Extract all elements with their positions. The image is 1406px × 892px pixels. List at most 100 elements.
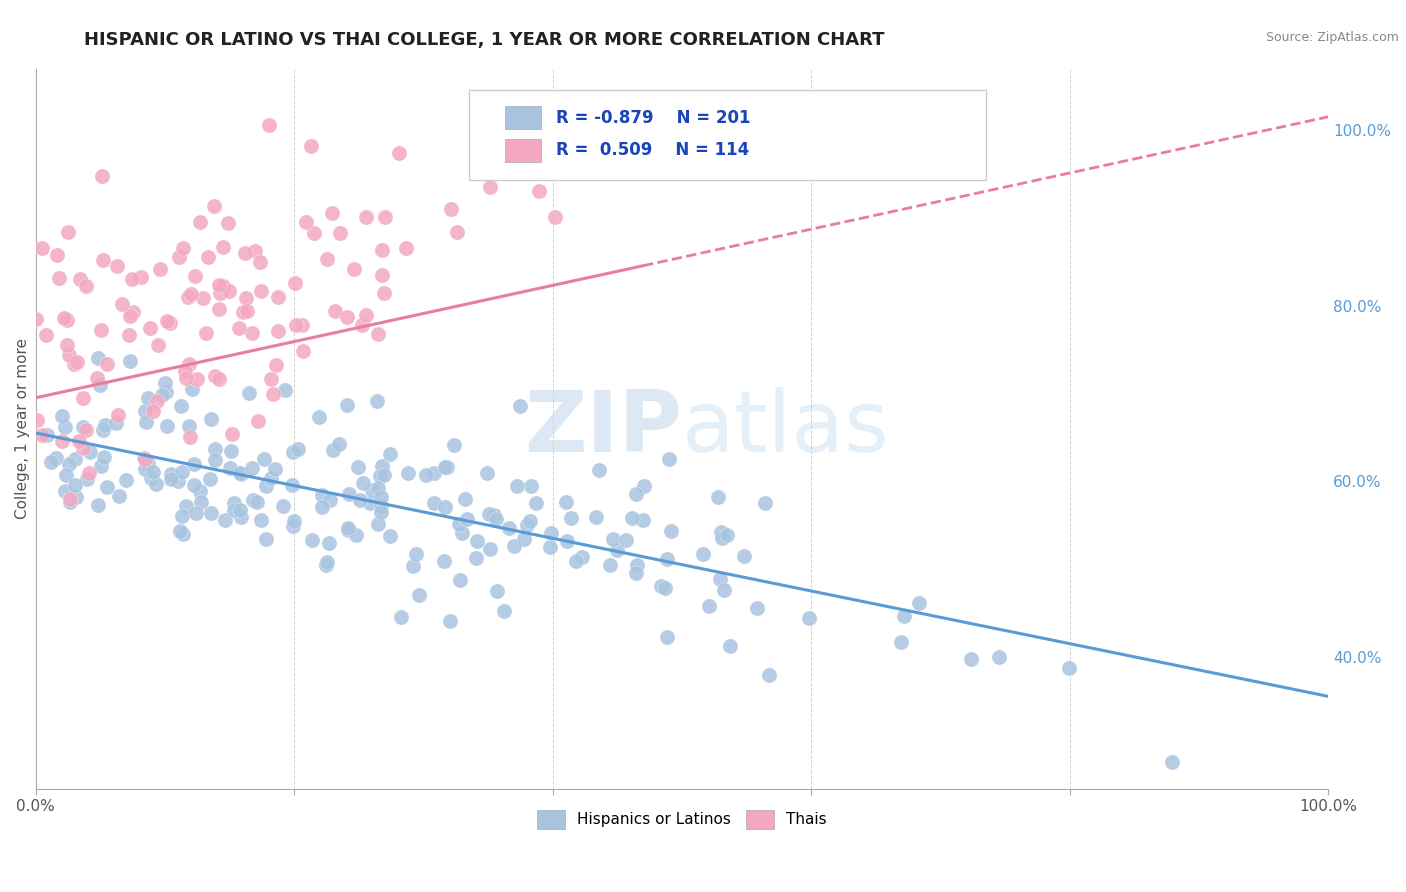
Point xyxy=(602,533,624,547)
Point xyxy=(284,318,307,332)
Point xyxy=(204,368,226,383)
Point xyxy=(520,479,543,493)
Point xyxy=(654,581,676,595)
Point xyxy=(183,457,205,471)
Point xyxy=(318,536,340,550)
Point xyxy=(267,324,290,338)
Point xyxy=(546,114,568,128)
Point xyxy=(240,326,263,340)
Point xyxy=(479,542,502,557)
Point xyxy=(620,511,643,525)
Point xyxy=(440,202,463,217)
Point xyxy=(188,484,211,499)
Point xyxy=(134,403,156,417)
Point xyxy=(170,508,193,523)
Point xyxy=(105,416,128,430)
Point xyxy=(271,499,294,513)
Point xyxy=(221,427,243,442)
Point xyxy=(492,604,515,618)
Point xyxy=(194,326,217,340)
Point xyxy=(86,371,108,385)
Point xyxy=(565,554,588,568)
Point xyxy=(354,308,377,322)
Point xyxy=(145,476,167,491)
Point xyxy=(217,216,239,230)
Text: atlas: atlas xyxy=(682,387,890,470)
Point xyxy=(1161,755,1184,769)
Point xyxy=(370,504,392,518)
Point xyxy=(367,482,389,496)
Point xyxy=(173,364,195,378)
Point xyxy=(294,215,316,229)
Point xyxy=(87,498,110,512)
Point xyxy=(229,510,252,524)
Point xyxy=(150,388,173,402)
Point xyxy=(713,582,735,597)
Point xyxy=(108,490,131,504)
Point xyxy=(45,451,67,466)
Point xyxy=(156,418,179,433)
Point xyxy=(370,490,392,504)
Point xyxy=(692,547,714,561)
Point xyxy=(177,358,200,372)
Point xyxy=(129,270,152,285)
Point xyxy=(39,455,62,469)
Point xyxy=(588,463,610,477)
Point xyxy=(172,241,194,255)
Point xyxy=(329,227,352,241)
Point xyxy=(228,502,250,516)
Point xyxy=(208,301,231,316)
Point xyxy=(959,651,981,665)
Point xyxy=(188,215,211,229)
Point xyxy=(179,419,201,434)
Point xyxy=(63,452,86,467)
Point xyxy=(322,443,344,458)
Point xyxy=(55,468,77,483)
Point xyxy=(25,311,48,326)
Point xyxy=(371,243,394,257)
Point xyxy=(478,507,501,521)
Point xyxy=(212,279,235,293)
Point xyxy=(72,420,94,434)
Point xyxy=(56,313,79,327)
Point xyxy=(53,483,76,498)
Point xyxy=(235,291,257,305)
Point xyxy=(538,540,561,554)
Point xyxy=(65,490,87,504)
Point xyxy=(710,524,733,539)
Point xyxy=(479,180,502,194)
Point xyxy=(155,385,177,400)
Point xyxy=(72,392,94,406)
Point xyxy=(246,495,269,509)
Point xyxy=(167,250,190,264)
Point xyxy=(328,437,350,451)
Point xyxy=(186,371,208,385)
Point xyxy=(260,372,283,386)
Point xyxy=(250,513,273,527)
Point xyxy=(63,477,86,491)
Point xyxy=(72,442,94,456)
Point xyxy=(51,409,73,424)
Point xyxy=(167,474,190,488)
Point xyxy=(287,442,309,457)
Point xyxy=(555,534,578,549)
Point xyxy=(172,527,194,541)
Point xyxy=(315,558,337,572)
Text: R =  0.509    N = 114: R = 0.509 N = 114 xyxy=(557,141,749,160)
Point xyxy=(260,471,283,485)
Point xyxy=(284,276,307,290)
Point xyxy=(59,491,82,506)
Point xyxy=(212,240,235,254)
Point xyxy=(91,423,114,437)
Point xyxy=(370,499,392,513)
Point xyxy=(506,479,529,493)
Point xyxy=(633,478,655,492)
Point xyxy=(170,399,193,413)
Point xyxy=(160,467,183,481)
Point xyxy=(291,343,314,358)
Point xyxy=(181,382,204,396)
Point xyxy=(53,310,76,325)
Point xyxy=(447,517,470,532)
Legend: Hispanics or Latinos, Thais: Hispanics or Latinos, Thais xyxy=(531,804,832,835)
Point xyxy=(37,428,59,442)
